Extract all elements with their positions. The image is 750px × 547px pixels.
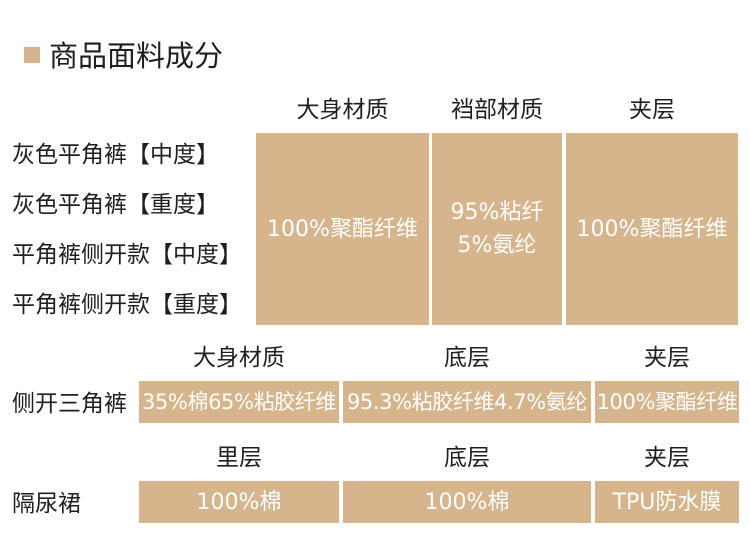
s1-product-label: 灰色平角裤【中度】 — [12, 142, 219, 168]
s3-header-interlayer: 夹层 — [644, 445, 690, 471]
s1-cell-body: 100%聚酯纤维 — [256, 133, 429, 325]
s3-cell-interlayer-text: TPU防水膜 — [612, 489, 722, 515]
s3-cell-bottom: 100%棉 — [343, 481, 591, 523]
s1-header-body: 大身材质 — [296, 97, 389, 123]
s1-product-label: 平角裤侧开款【中度】 — [12, 242, 242, 268]
s2-cell-body: 35%棉65%粘胶纤维 — [139, 381, 339, 423]
s1-cell-interlayer-text: 100%聚酯纤维 — [576, 216, 728, 242]
s3-cell-bottom-text: 100%棉 — [424, 489, 510, 515]
s1-header-crotch: 裆部材质 — [451, 97, 543, 123]
s3-cell-inner-text: 100%棉 — [196, 489, 282, 515]
s2-header-interlayer: 夹层 — [644, 345, 690, 371]
s2-cell-bottom-text: 95.3%粘胶纤维4.7%氨纶 — [346, 390, 588, 414]
s2-cell-body-text: 35%棉65%粘胶纤维 — [142, 390, 336, 414]
s2-cell-bottom: 95.3%粘胶纤维4.7%氨纶 — [343, 381, 591, 423]
s3-header-inner: 里层 — [216, 445, 262, 471]
s3-cell-interlayer: TPU防水膜 — [595, 481, 739, 523]
s1-cell-crotch: 95%粘纤 5%氨纶 — [432, 133, 562, 325]
title-marker — [24, 47, 40, 63]
s1-cell-crotch-line2: 5%氨纶 — [457, 233, 537, 258]
s2-cell-interlayer-text: 100%聚酯纤维 — [596, 390, 738, 414]
s1-product-label: 平角裤侧开款【重度】 — [12, 292, 242, 318]
s1-cell-interlayer: 100%聚酯纤维 — [566, 133, 738, 325]
s2-header-bottom: 底层 — [444, 345, 490, 371]
s2-cell-interlayer: 100%聚酯纤维 — [595, 381, 739, 423]
s1-cell-body-text: 100%聚酯纤维 — [267, 216, 418, 242]
s2-header-body: 大身材质 — [193, 345, 285, 371]
s1-header-interlayer: 夹层 — [629, 97, 675, 123]
page-title: 商品面料成分 — [49, 39, 224, 73]
s1-product-label: 灰色平角裤【重度】 — [12, 192, 219, 218]
s3-product-label: 隔尿裙 — [12, 491, 81, 517]
s3-header-bottom: 底层 — [444, 445, 490, 471]
s1-cell-crotch-line1: 95%粘纤 — [450, 200, 544, 225]
s2-product-label: 侧开三角裤 — [12, 391, 127, 417]
s3-cell-inner: 100%棉 — [139, 481, 339, 523]
